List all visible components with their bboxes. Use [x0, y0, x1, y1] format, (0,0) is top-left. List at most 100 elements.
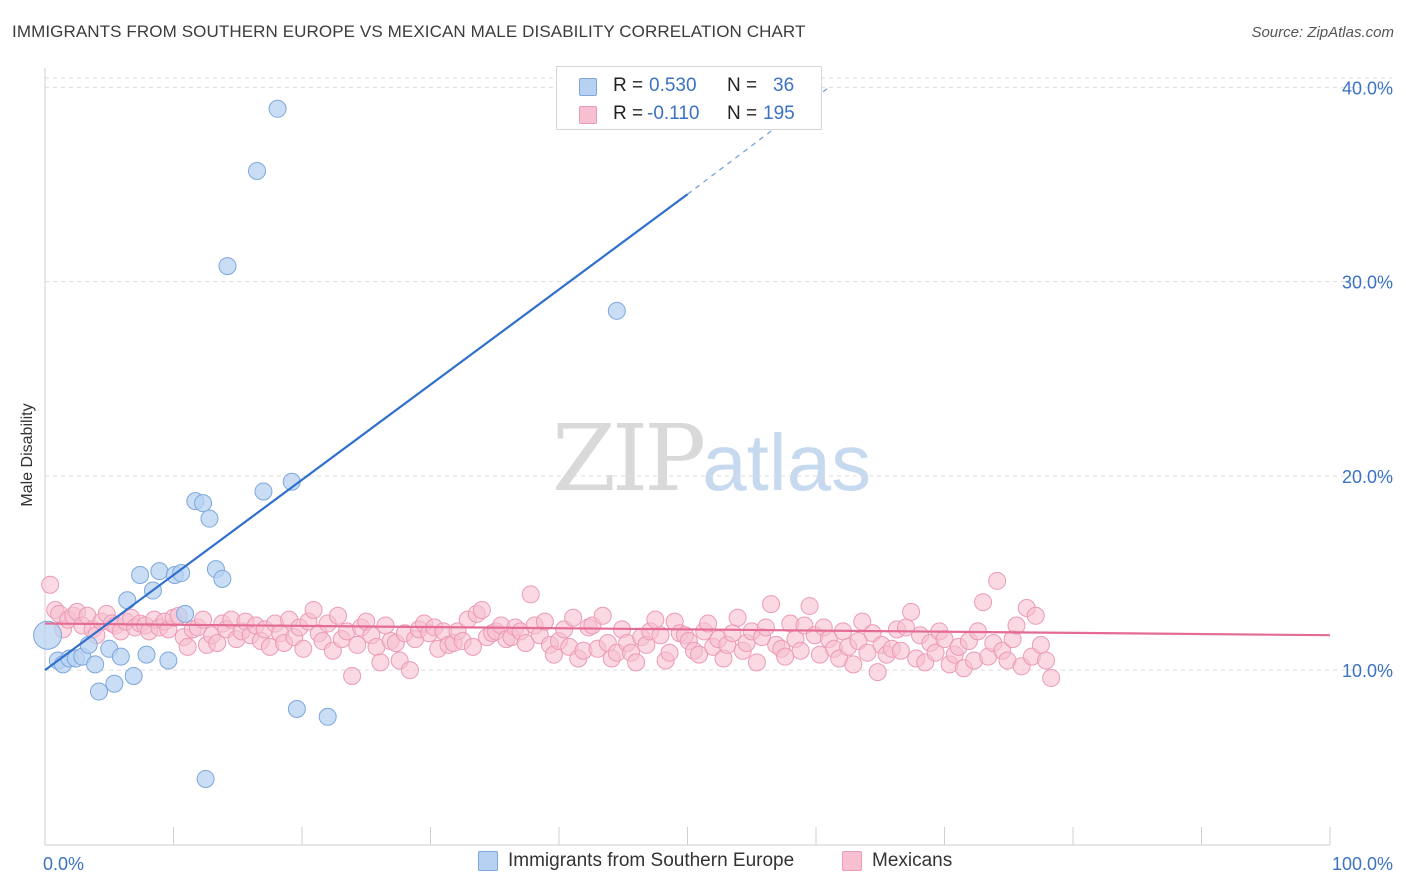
mexicans-point: [521, 585, 540, 604]
mexicans-point: [791, 641, 810, 660]
x-tick-label-min: 0.0%: [43, 854, 84, 874]
immigrants-trendline: [44, 193, 689, 672]
legend-r-label: R =: [613, 103, 644, 124]
y-tick-label: 40.0%: [1342, 78, 1393, 98]
legend-r-value: -0.110: [647, 103, 700, 124]
immigrants-point: [172, 564, 191, 583]
legend-n-label: N =: [727, 75, 758, 96]
mexicans-point: [294, 639, 313, 658]
series-legend: Immigrants from Southern Europe Mexicans: [0, 850, 1406, 880]
mexicans-point: [348, 635, 367, 654]
legend-swatch-pink: [579, 106, 597, 124]
mexicans-point: [1007, 616, 1026, 635]
legend-label: Immigrants from Southern Europe: [508, 850, 795, 871]
legend-swatch-blue: [579, 78, 597, 96]
immigrants-point: [254, 482, 273, 501]
mexicans-point: [41, 575, 60, 594]
mexicans-point: [516, 633, 535, 652]
mexicans-point: [304, 600, 323, 619]
mexicans-point: [926, 643, 945, 662]
mexicans-point: [564, 608, 583, 627]
immigrants-point: [89, 682, 108, 701]
legend-r-value: 0.530: [649, 75, 697, 96]
mexicans-point: [371, 653, 390, 672]
mexicans-point: [328, 606, 347, 625]
mexicans-point: [178, 637, 197, 656]
legend-n-value: 36: [773, 75, 795, 96]
mexicans-point: [1037, 651, 1056, 670]
chart-title: IMMIGRANTS FROM SOUTHERN EUROPE VS MEXIC…: [12, 22, 806, 41]
mexicans-point: [660, 643, 679, 662]
mexicans-point: [343, 667, 362, 686]
mexicans-point: [651, 626, 670, 645]
immigrants-point: [105, 674, 124, 693]
immigrants-point: [131, 565, 150, 584]
watermark-atlas: atlas: [702, 418, 872, 507]
mexicans-point: [535, 612, 554, 631]
immigrants-point: [194, 494, 213, 513]
immigrants-point: [213, 569, 232, 588]
y-tick-label: 20.0%: [1342, 467, 1393, 487]
mexicans-point: [593, 606, 612, 625]
mexicans-point: [988, 571, 1007, 590]
legend-r-label: R =: [613, 75, 644, 96]
immigrants-point: [33, 620, 63, 650]
legend-row-mexicans: R = -0.110 N = 195: [557, 101, 821, 129]
mexicans-point: [1031, 635, 1050, 654]
legend-row-immigrants: R = 0.530 N = 36: [557, 73, 821, 101]
watermark: ZIPatlas: [552, 405, 871, 512]
mexicans-trendline: [44, 622, 1331, 637]
mexicans-point: [472, 600, 491, 619]
immigrants-point: [86, 655, 105, 674]
immigrants-point: [137, 645, 156, 664]
mexicans-point: [627, 653, 646, 672]
legend-item-immigrants[interactable]: Immigrants from Southern Europe: [478, 850, 794, 872]
mexicans-point: [747, 653, 766, 672]
legend-swatch-pink: [842, 851, 862, 871]
x-tick-label-max: 100.0%: [1332, 854, 1393, 874]
legend-swatch-blue: [478, 851, 498, 871]
mexicans-point: [974, 593, 993, 612]
immigrants-point: [176, 604, 195, 623]
correlation-legend: R = 0.530 N = 36 R = -0.110 N = 195: [556, 66, 822, 130]
mexicans-point: [208, 633, 227, 652]
immigrants-point: [318, 707, 337, 726]
mexicans-point: [690, 645, 709, 664]
legend-item-mexicans[interactable]: Mexicans: [842, 850, 952, 872]
legend-label: Mexicans: [872, 850, 953, 871]
immigrants-point: [200, 509, 219, 528]
mexicans-point: [902, 602, 921, 621]
mexicans-point: [1042, 668, 1061, 687]
immigrants-point: [248, 161, 267, 180]
y-tick-label: 30.0%: [1342, 273, 1393, 293]
mexicans-point: [776, 647, 795, 666]
mexicans-point: [844, 655, 863, 674]
mexicans-point: [800, 597, 819, 616]
mexicans-point: [1026, 606, 1045, 625]
immigrants-point: [607, 301, 626, 320]
mexicans-point: [756, 618, 775, 637]
legend-n-label: N =: [727, 103, 758, 124]
immigrants-point: [111, 647, 130, 666]
watermark-zip: ZIP: [552, 405, 706, 512]
source-label: Source: ZipAtlas.com: [1251, 24, 1394, 41]
mexicans-point: [858, 643, 877, 662]
immigrants-point: [218, 257, 237, 276]
mexicans-point: [699, 614, 718, 633]
immigrants-point: [196, 769, 215, 788]
mexicans-point: [400, 661, 419, 680]
mexicans-point: [463, 637, 482, 656]
mexicans-point: [935, 630, 954, 649]
legend-n-value: 195: [763, 103, 795, 124]
mexicans-point: [646, 610, 665, 629]
immigrants-point: [124, 667, 143, 686]
immigrants-point: [159, 651, 178, 670]
mexicans-point: [728, 608, 747, 627]
y-tick-label: 10.0%: [1342, 661, 1393, 681]
immigrants-point: [150, 562, 169, 581]
immigrants-point: [268, 99, 287, 118]
mexicans-point: [723, 624, 742, 643]
mexicans-point: [868, 663, 887, 682]
mexicans-point: [762, 595, 781, 614]
